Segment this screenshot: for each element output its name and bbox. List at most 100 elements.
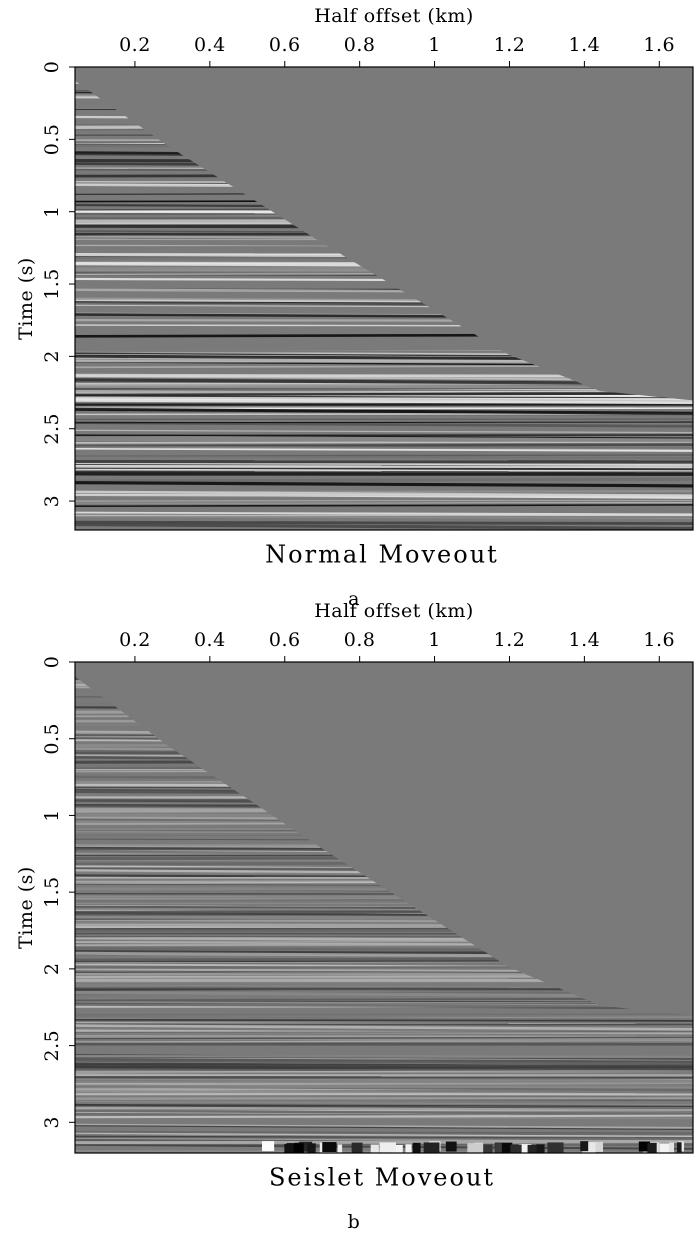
- artifact: [638, 1141, 650, 1152]
- artifact: [518, 1144, 532, 1153]
- reflection: [75, 481, 693, 488]
- artifact: [423, 1142, 440, 1153]
- x-tick-label: 1.2: [494, 629, 526, 651]
- artifact: [647, 1142, 657, 1153]
- x-tick-label: 0.4: [194, 629, 226, 651]
- x-tick-label: 0.2: [119, 34, 151, 56]
- reflection: [75, 1123, 693, 1130]
- artifact: [547, 1142, 564, 1153]
- x-tick-label: 0.4: [194, 34, 226, 56]
- artifact: [445, 1141, 457, 1152]
- artifact: [284, 1143, 294, 1153]
- reflection: [75, 429, 693, 434]
- y-tick-label: 0.5: [41, 123, 63, 155]
- x-tick-label: 1.4: [569, 629, 601, 651]
- reflection: [75, 522, 693, 530]
- reflection: [75, 1109, 693, 1116]
- reflection: [75, 421, 693, 428]
- x-tick-label: 1.2: [494, 34, 526, 56]
- x-axis-label: Half offset (km): [314, 600, 474, 622]
- reflection: [75, 515, 693, 520]
- y-tick-label: 1.5: [41, 876, 63, 908]
- reflection: [75, 1103, 693, 1108]
- reflection: [75, 1081, 693, 1084]
- artifact: [654, 1143, 673, 1153]
- y-tick-label: 3: [41, 495, 63, 508]
- y-tick-label: 3: [41, 1116, 63, 1129]
- frame: [74, 661, 694, 1154]
- y-tick-label: 2: [41, 963, 63, 976]
- panel-caption: a: [348, 588, 360, 610]
- reflection: [75, 396, 693, 402]
- reflection: [75, 504, 693, 508]
- reflection: [75, 1132, 693, 1138]
- x-tick-label: 0.2: [119, 629, 151, 651]
- x-tick-label: 1.6: [643, 34, 675, 56]
- reflection: [75, 462, 693, 466]
- reflection: [75, 511, 693, 517]
- reflection: [75, 1100, 693, 1106]
- reflection: [75, 1024, 693, 1031]
- reflection: [75, 500, 693, 504]
- y-tick-label: 1: [41, 809, 63, 822]
- y-tick-label: 1: [41, 205, 63, 218]
- reflection: [75, 398, 693, 405]
- reflection: [75, 1070, 693, 1073]
- reflection: [75, 1030, 693, 1034]
- x-tick-label: 1: [428, 629, 441, 651]
- y-tick-label: 2: [41, 350, 63, 363]
- reflection: [75, 441, 693, 444]
- artifact: [262, 1141, 275, 1152]
- artifact: [669, 1142, 675, 1153]
- x-tick-label: 1.4: [569, 34, 601, 56]
- artifact: [582, 1142, 596, 1153]
- reflection: [75, 466, 693, 471]
- y-tick-label: 1.5: [41, 268, 63, 300]
- reflection: [75, 443, 693, 448]
- reflection: [75, 490, 693, 497]
- artifact: [322, 1142, 337, 1153]
- artifact: [412, 1142, 421, 1153]
- artifact: [510, 1144, 522, 1153]
- x-tick-label: 1: [428, 34, 441, 56]
- y-tick-label: 2.5: [41, 413, 63, 445]
- reflection: [75, 445, 693, 450]
- x-axis-label: Half offset (km): [314, 5, 474, 27]
- reflection: [75, 1058, 693, 1063]
- x-tick-label: 0.8: [344, 34, 376, 56]
- artifact: [494, 1142, 513, 1153]
- artifact: [307, 1143, 316, 1153]
- reflection: [75, 1068, 693, 1071]
- artifact: [495, 1143, 502, 1153]
- reflection: [75, 421, 693, 424]
- artifact: [478, 1144, 493, 1153]
- artifact: [299, 1141, 313, 1152]
- artifact: [337, 1144, 343, 1153]
- artifact: [588, 1141, 604, 1152]
- panel-title: Seislet Moveout: [269, 1164, 495, 1192]
- y-tick-label: 0: [41, 656, 63, 669]
- reflection: [75, 1084, 693, 1089]
- artifact: [392, 1144, 403, 1153]
- panel-title: Normal Moveout: [265, 541, 499, 569]
- frame: [74, 66, 694, 531]
- reflection: [75, 1078, 693, 1082]
- reflection: [75, 455, 693, 459]
- panel: 0.2 0.4 0.6 0.8 1 1.2 1.4 1.6 Half offset (km) 0 0…: [15, 600, 694, 1233]
- artifact: [405, 1144, 412, 1153]
- panel: 0.2 0.4 0.6 0.8 1 1.2 1.4 1.6 Half offset (km) 0 0…: [15, 5, 694, 610]
- y-tick-label: 0: [41, 61, 63, 74]
- y-tick-label: 0.5: [41, 723, 63, 755]
- artifact: [536, 1144, 545, 1153]
- artifact: [580, 1141, 589, 1152]
- reflection: [75, 1001, 693, 1006]
- reflection: [75, 407, 693, 415]
- reflection: [75, 1059, 693, 1066]
- panel-caption: b: [348, 1211, 361, 1233]
- artifact: [467, 1143, 484, 1153]
- artifact: [677, 1142, 682, 1153]
- reflection: [75, 392, 693, 396]
- reflection: [75, 1015, 693, 1021]
- artifact: [527, 1144, 537, 1153]
